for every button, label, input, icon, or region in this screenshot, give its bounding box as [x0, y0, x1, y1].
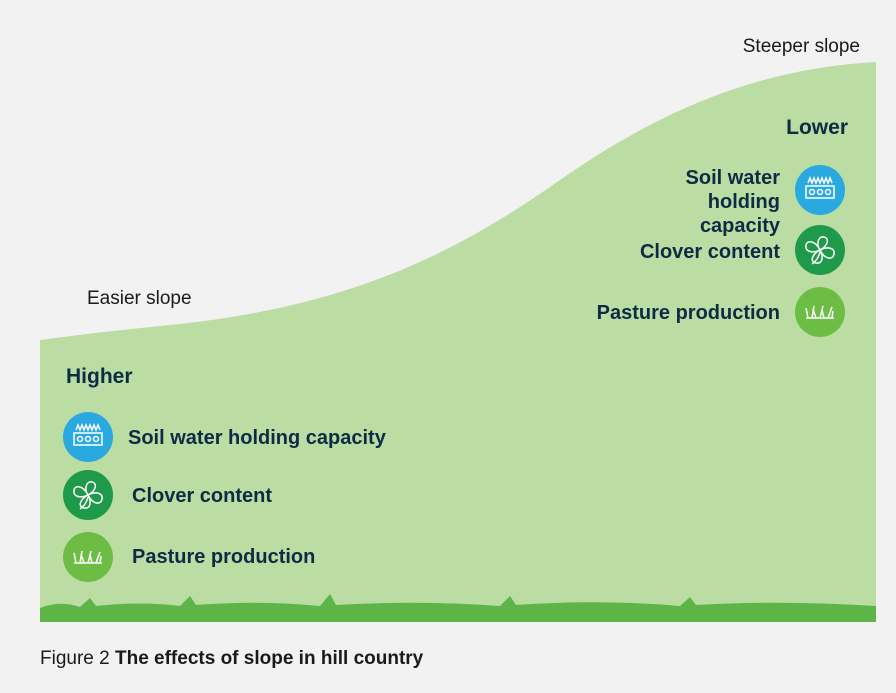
- left-item: Clover content: [132, 485, 273, 507]
- grass-strip: [40, 594, 876, 622]
- right-item: Soil water holding capacity: [685, 167, 780, 237]
- right-item: Clover content: [639, 241, 780, 263]
- icon-detail: [92, 435, 100, 443]
- icon-detail: [805, 305, 834, 319]
- left-heading: Higher: [66, 365, 133, 388]
- icon-detail: [84, 435, 92, 443]
- caption: Figure 2 The effects of slope in hill co…: [40, 648, 423, 670]
- icon-detail: [805, 185, 835, 199]
- caption-prefix: Figure 2: [40, 648, 110, 669]
- icon-detail: [73, 550, 102, 564]
- easier-label: Easier slope: [87, 288, 192, 309]
- icon-detail: [824, 188, 832, 196]
- icon-detail: [73, 481, 103, 510]
- icon-detail: [76, 435, 84, 443]
- icon-detail: [73, 432, 103, 446]
- slope-area: [40, 62, 876, 622]
- icon-detail: [807, 175, 833, 186]
- icon-detail: [816, 188, 824, 196]
- grass-icon: [795, 287, 845, 337]
- left-item: Soil water holding capacity: [128, 427, 386, 449]
- icon-detail: [75, 422, 101, 433]
- grass-icon: [63, 532, 113, 582]
- right-item: Pasture production: [596, 302, 780, 324]
- icon-detail: [808, 188, 816, 196]
- steeper-label: Steeper slope: [742, 36, 860, 57]
- right-heading: Lower: [786, 116, 848, 139]
- caption-title: The effects of slope in hill country: [114, 648, 424, 669]
- icon-detail: [805, 236, 835, 265]
- left-item: Pasture production: [132, 546, 316, 568]
